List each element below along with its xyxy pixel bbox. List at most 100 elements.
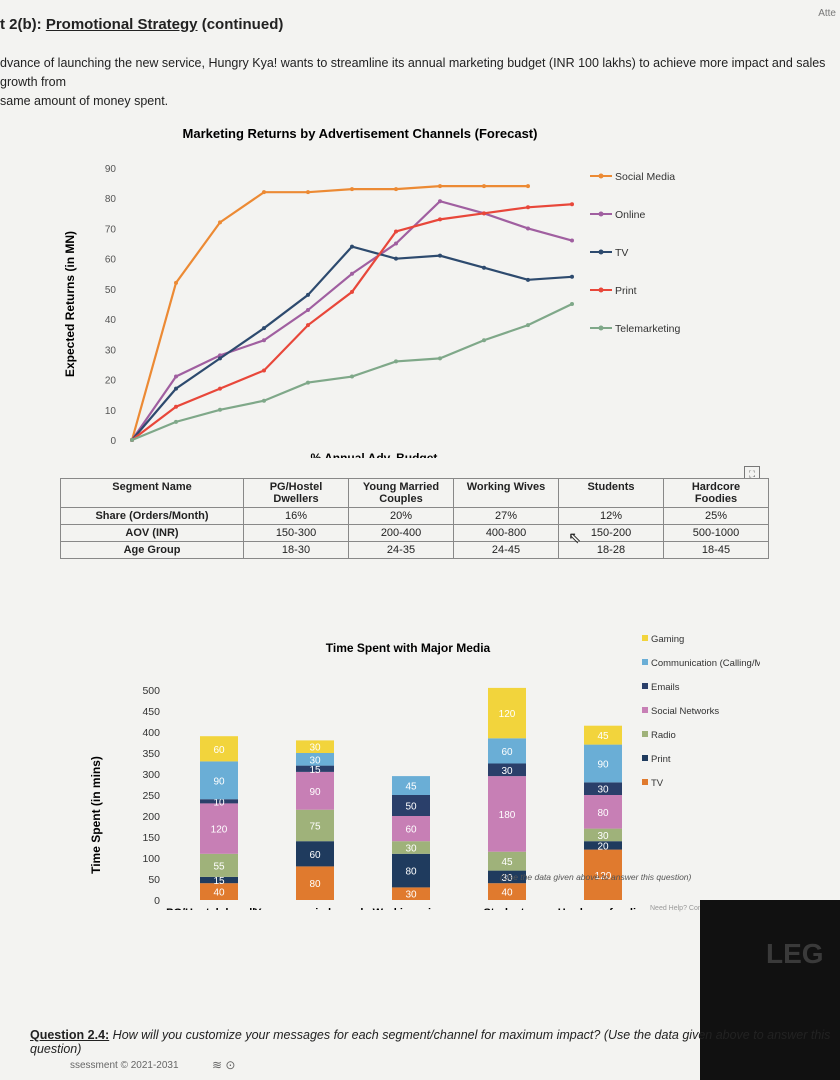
share-cell: 25%: [663, 507, 769, 525]
bar-segment: [584, 828, 622, 842]
bar-value-label: 60: [309, 850, 321, 861]
bar-value-label: 15: [213, 876, 225, 887]
legend-swatch: [642, 755, 648, 761]
y-tick-label: 300: [142, 769, 160, 781]
bar-value-label: 20: [597, 841, 609, 852]
data-point: [174, 419, 178, 424]
y-tick-label: 0: [154, 895, 160, 907]
bar-segment: [584, 841, 622, 850]
legend-swatch: [642, 707, 648, 713]
legend-label: Print: [615, 285, 637, 297]
age-cell: 18-45: [663, 541, 769, 559]
data-point: [174, 374, 178, 379]
bar-value-label: 120: [499, 709, 516, 720]
bar-value-label: 15: [309, 765, 321, 776]
data-point: [262, 398, 266, 403]
y-tick-label: 70: [105, 224, 117, 235]
heading-link[interactable]: Promotional Strategy: [45, 16, 198, 33]
line-chart-title: Marketing Returns by Advertisement Chann…: [183, 126, 538, 141]
data-point: [482, 265, 486, 270]
bar-segment: [392, 841, 430, 854]
data-point: [262, 338, 266, 343]
bar-value-label: 40: [501, 888, 513, 899]
y-tick-label: 40: [105, 315, 117, 326]
table-row-segment: Segment Name PG/Hostel Dwellers Young Ma…: [60, 478, 769, 508]
bar-segment: [392, 853, 430, 888]
y-tick-label: 350: [142, 748, 160, 760]
y-tick-label: 10: [105, 406, 117, 417]
bar-segment: [584, 849, 622, 900]
bar-value-label: 30: [501, 873, 513, 884]
data-point: [306, 190, 310, 195]
bar-value-label: 30: [309, 755, 321, 766]
bar-value-label: 30: [309, 743, 321, 754]
aov-cell: 200-400: [348, 524, 454, 542]
bar-segment: [296, 771, 334, 810]
bar-value-label: 90: [309, 787, 321, 798]
bar-value-label: 30: [501, 766, 513, 777]
data-point: [482, 184, 486, 189]
data-point: [218, 356, 222, 361]
bar-value-label: 180: [499, 810, 516, 821]
data-point: [394, 359, 398, 364]
x-category-label: Hardcore foodies: [558, 907, 648, 910]
x-category-label: Young married couples: [254, 907, 375, 910]
legend-label: Social Media: [615, 171, 675, 183]
data-point: [350, 374, 354, 379]
bar-segment: [392, 816, 430, 842]
x-category-label: PG/Hostel dewellers: [166, 907, 272, 910]
legend-marker: [598, 249, 604, 255]
segment-name-cell: Working Wives: [453, 478, 559, 508]
bar-segment: [584, 795, 622, 829]
segment-name-cell: Young Married Couples: [348, 478, 454, 508]
bar-chart-ylabel: Time Spent (in mins): [89, 756, 103, 874]
data-point: [130, 438, 134, 442]
legend-label: TV: [615, 247, 628, 259]
bar-segment: [200, 803, 238, 854]
data-point: [218, 353, 222, 358]
bar-segment: [200, 799, 238, 804]
legend-label: Emails: [651, 682, 680, 693]
table-row-age: Age Group 18-30 24-35 24-45 18-28 18-45: [60, 541, 769, 559]
legend-swatch: [642, 683, 648, 689]
bar-chart-title: Time Spent with Major Media: [326, 641, 491, 655]
series-line-online: [131, 200, 573, 441]
mouse-cursor-icon: ⇖: [568, 530, 582, 547]
bar-segment: [488, 687, 526, 739]
data-point: [174, 404, 178, 409]
data-point: [350, 289, 354, 294]
bar-segment: [584, 782, 622, 795]
segment-table: Segment Name PG/Hostel Dwellers Young Ma…: [60, 478, 769, 559]
y-tick-label: 60: [105, 255, 117, 266]
data-point: [262, 326, 266, 331]
data-point: [526, 277, 530, 282]
share-cell: 20%: [348, 507, 454, 525]
bar-value-label: 45: [597, 731, 609, 742]
bar-segment: [296, 740, 334, 753]
data-point: [438, 356, 442, 361]
bar-value-label: 55: [213, 861, 225, 872]
y-tick-label: 50: [148, 874, 160, 886]
bar-value-label: 50: [405, 802, 417, 813]
line-chart-ylabel: Expected Returns (in MN): [63, 231, 77, 377]
table-row-share: Share (Orders/Month) 16% 20% 27% 12% 25%: [60, 507, 769, 525]
bar-value-label: 30: [405, 890, 417, 901]
question-label: Question 2.4:: [30, 1028, 110, 1042]
share-cell: 16%: [243, 507, 349, 525]
series-line-telemarketing: [131, 303, 573, 442]
intro-paragraph: dvance of launching the new service, Hun…: [0, 54, 830, 110]
line-chart-xlabel: % Annual Adv. Budget: [311, 451, 438, 458]
bar-segment: [200, 736, 238, 762]
data-point: [306, 323, 310, 328]
monitor-brand: LEG: [766, 938, 824, 969]
bar-value-label: 30: [597, 831, 609, 842]
legend-label: Radio: [651, 730, 676, 741]
bar-segment: [392, 795, 430, 816]
data-point: [174, 280, 178, 285]
row-header-aov: AOV (INR): [60, 524, 244, 542]
bar-segment: [200, 876, 238, 884]
legend-swatch: [642, 659, 648, 665]
intro-line-2: same amount of money spent.: [0, 93, 169, 108]
question-text: How will you customize your messages for…: [30, 1028, 831, 1056]
data-point: [526, 205, 530, 210]
